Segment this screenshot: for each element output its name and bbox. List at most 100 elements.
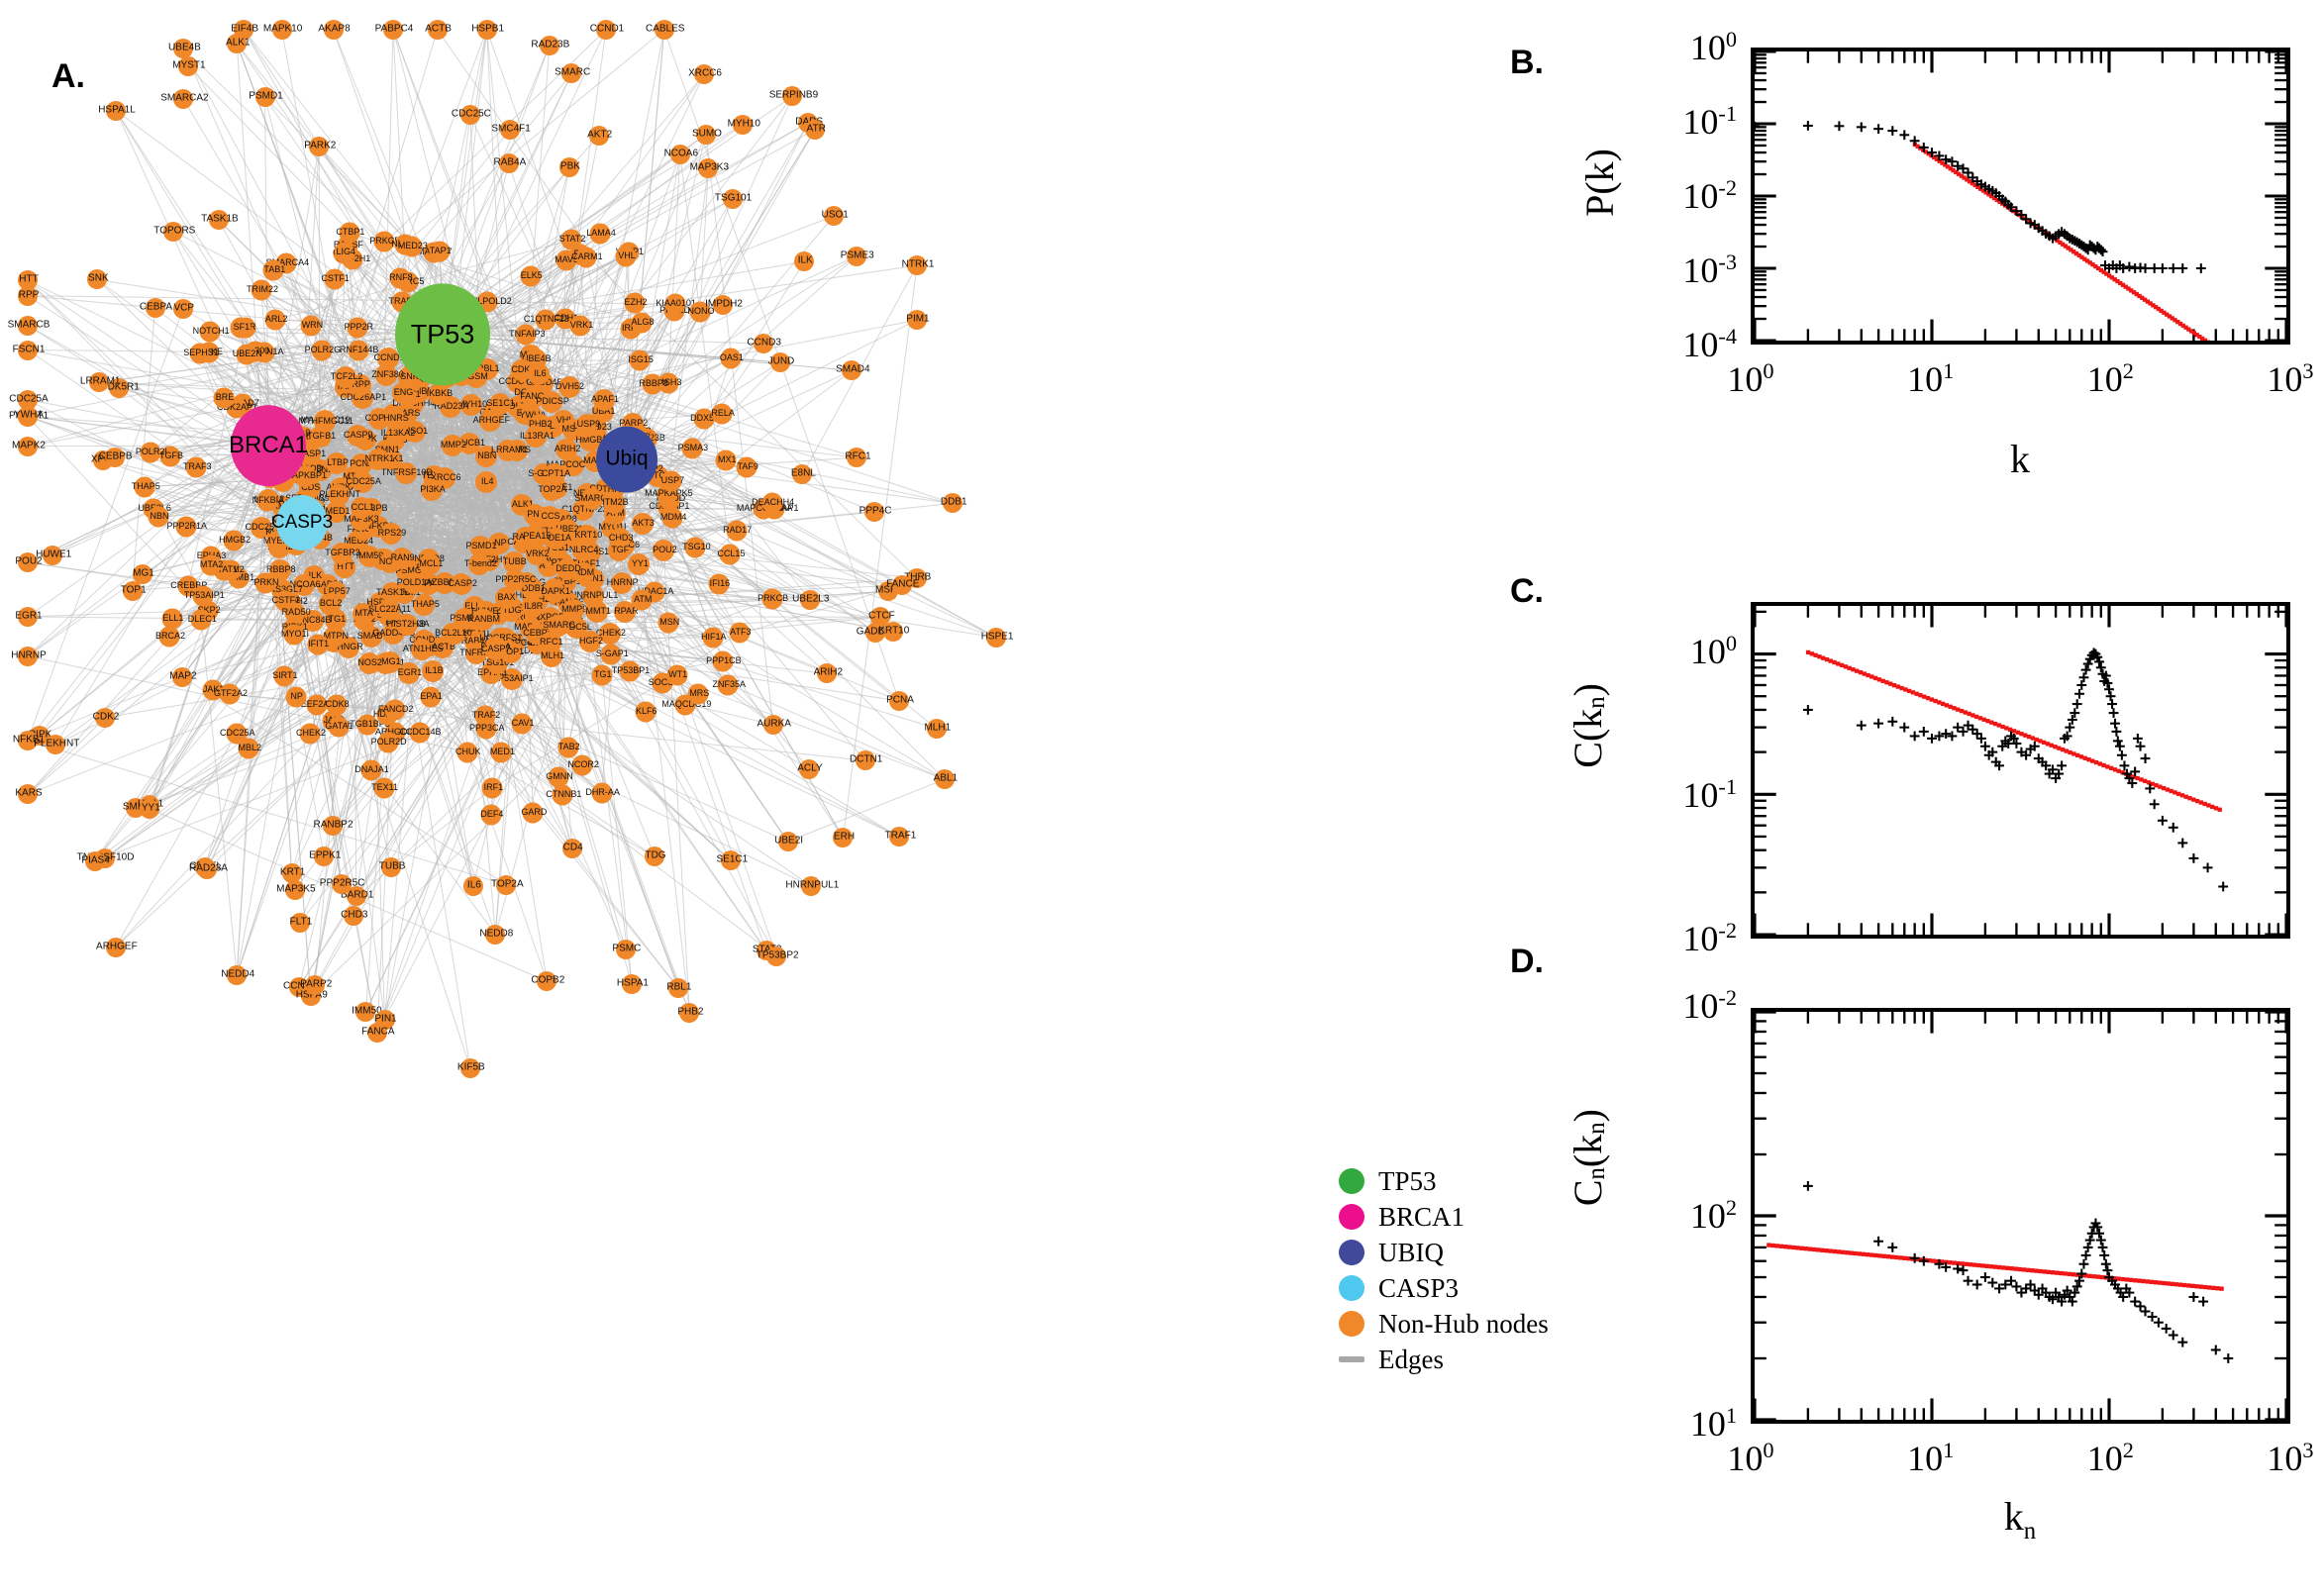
network-node[interactable] <box>817 663 838 684</box>
network-node[interactable] <box>171 666 192 687</box>
network-node[interactable] <box>172 299 193 320</box>
network-node[interactable] <box>589 223 611 245</box>
network-node[interactable] <box>557 375 580 398</box>
network-node[interactable] <box>254 87 275 108</box>
network-node[interactable] <box>666 664 688 686</box>
network-node[interactable] <box>906 568 927 589</box>
network-node[interactable] <box>664 293 686 315</box>
network-node[interactable] <box>319 593 342 616</box>
network-node[interactable] <box>600 644 622 665</box>
network-node[interactable] <box>782 86 803 107</box>
network-node[interactable] <box>375 364 398 387</box>
network-node[interactable] <box>300 315 322 337</box>
network-node[interactable] <box>847 448 867 468</box>
network-node[interactable] <box>106 100 126 121</box>
network-node[interactable] <box>624 292 646 314</box>
network-node[interactable] <box>657 372 679 394</box>
network-node[interactable] <box>480 804 502 826</box>
network-node[interactable] <box>427 382 450 405</box>
network-node[interactable] <box>281 863 302 884</box>
network-node[interactable] <box>581 487 604 510</box>
network-node[interactable] <box>348 340 369 361</box>
network-node[interactable] <box>777 831 798 851</box>
network-node[interactable] <box>548 766 569 788</box>
network-node[interactable] <box>451 572 473 595</box>
network-node[interactable] <box>238 738 259 759</box>
network-node[interactable] <box>889 690 910 711</box>
network-node[interactable] <box>360 625 383 648</box>
network-node[interactable] <box>736 456 758 478</box>
network-node[interactable] <box>109 377 130 398</box>
network-node[interactable] <box>323 20 344 40</box>
network-node[interactable] <box>289 912 310 933</box>
network-node[interactable] <box>502 550 525 573</box>
network-node[interactable] <box>907 255 928 276</box>
network-node[interactable] <box>357 651 380 674</box>
network-node[interactable] <box>610 572 633 595</box>
network-node[interactable] <box>227 964 248 985</box>
network-node[interactable] <box>479 410 502 433</box>
network-node[interactable] <box>501 667 524 690</box>
network-node[interactable] <box>889 827 910 848</box>
network-node[interactable] <box>713 294 734 315</box>
network-node[interactable] <box>481 777 503 799</box>
network-node[interactable] <box>539 506 561 529</box>
network-node[interactable] <box>401 236 423 257</box>
network-node[interactable] <box>189 343 211 364</box>
network-node[interactable] <box>721 850 742 871</box>
network-node[interactable] <box>722 188 743 209</box>
network-node[interactable] <box>256 490 278 512</box>
network-node[interactable] <box>591 782 613 804</box>
network-node[interactable] <box>346 886 366 907</box>
network-node[interactable] <box>693 408 715 430</box>
network-node[interactable] <box>698 157 719 178</box>
network-node[interactable] <box>268 558 291 581</box>
network-node[interactable] <box>545 527 567 549</box>
network-node[interactable] <box>394 462 417 485</box>
network-node[interactable] <box>352 471 374 494</box>
network-node[interactable] <box>140 442 161 463</box>
network-node[interactable] <box>490 742 512 763</box>
network-node[interactable] <box>794 251 815 272</box>
network-node[interactable] <box>525 543 548 565</box>
network-node[interactable] <box>561 838 582 858</box>
network-node[interactable] <box>335 366 357 389</box>
network-node[interactable] <box>306 694 328 716</box>
network-node[interactable] <box>560 229 582 250</box>
network-node[interactable] <box>185 456 207 478</box>
network-node[interactable] <box>314 847 335 867</box>
network-node[interactable] <box>824 206 845 227</box>
network-node[interactable] <box>846 246 866 266</box>
network-node[interactable] <box>591 664 613 686</box>
network-node[interactable] <box>173 89 194 110</box>
network-node[interactable] <box>541 646 563 668</box>
network-node[interactable] <box>687 683 709 705</box>
network-node[interactable] <box>522 802 544 824</box>
network-node[interactable] <box>695 124 716 145</box>
network-node[interactable] <box>500 119 521 140</box>
network-node[interactable] <box>681 438 703 459</box>
network-node[interactable] <box>552 784 573 806</box>
network-node[interactable] <box>792 464 813 485</box>
network-node[interactable] <box>464 642 487 664</box>
network-node[interactable] <box>284 602 306 624</box>
network-node[interactable] <box>576 413 599 436</box>
network-node[interactable] <box>132 563 152 584</box>
network-node[interactable] <box>596 20 616 40</box>
network-node[interactable] <box>539 35 559 55</box>
network-node[interactable] <box>434 572 456 595</box>
network-node[interactable] <box>801 875 822 896</box>
network-node[interactable] <box>556 438 578 460</box>
network-node[interactable] <box>684 537 706 558</box>
network-node[interactable] <box>140 798 160 819</box>
network-node[interactable] <box>864 622 885 643</box>
network-node[interactable] <box>558 157 579 178</box>
network-node[interactable] <box>208 210 229 231</box>
network-hub-brca1[interactable]: BRCA1 <box>229 405 308 486</box>
network-node[interactable] <box>381 857 402 878</box>
network-node[interactable] <box>598 622 621 645</box>
network-node[interactable] <box>219 683 241 705</box>
network-node[interactable] <box>521 578 544 601</box>
network-node[interactable] <box>761 588 783 610</box>
network-node[interactable] <box>293 464 316 487</box>
